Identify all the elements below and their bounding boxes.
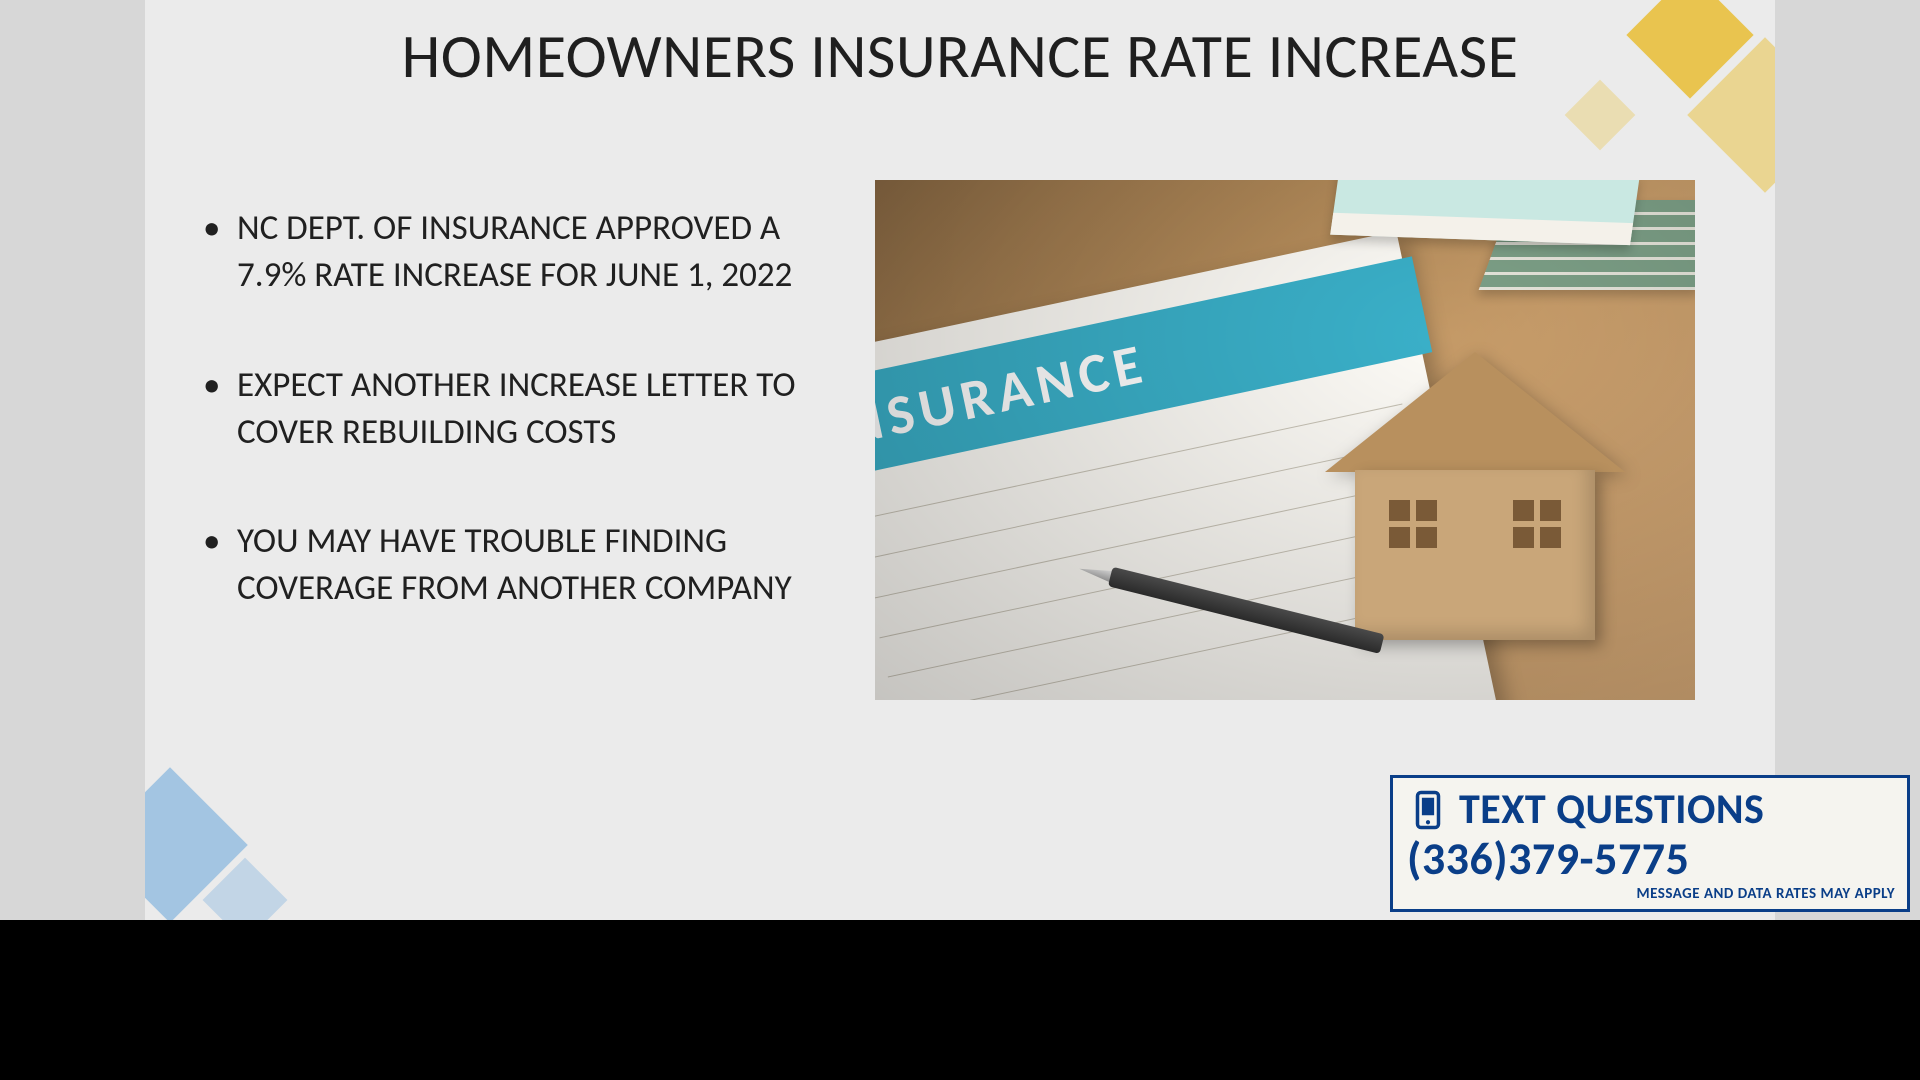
bullet-2: EXPECT ANOTHER INCREASE LETTER TO COVER … (193, 362, 823, 457)
cta-disclaimer: MESSAGE AND DATA RATES MAY APPLY (1407, 885, 1895, 903)
bullet-3: YOU MAY HAVE TROUBLE FINDING COVERAGE FR… (193, 518, 823, 613)
form-line (875, 404, 1402, 521)
cta-line1: TEXT QUESTIONS (1407, 784, 1895, 835)
slide-title: HOMEOWNERS INSURANCE RATE INCREASE (215, 18, 1705, 94)
house-icon (1325, 340, 1625, 640)
illustration-photo: INSURANCE (875, 180, 1695, 700)
phone-text-icon (1407, 789, 1449, 831)
text-questions-cta: TEXT QUESTIONS (336)379-5775 MESSAGE AND… (1390, 775, 1910, 912)
bullet-1: NC DEPT. OF INSURANCE APPROVED A 7.9% RA… (193, 205, 823, 300)
letterbox-bottom (0, 920, 1920, 1080)
bullet-list: NC DEPT. OF INSURANCE APPROVED A 7.9% RA… (193, 205, 823, 675)
pillarbox-left (0, 0, 145, 920)
cta-headline: TEXT QUESTIONS (1459, 784, 1764, 835)
stage: HOMEOWNERS INSURANCE RATE INCREASE NC DE… (0, 0, 1920, 1080)
book-icon (1330, 180, 1640, 245)
cta-phone-number: (336)379-5775 (1407, 831, 1895, 887)
